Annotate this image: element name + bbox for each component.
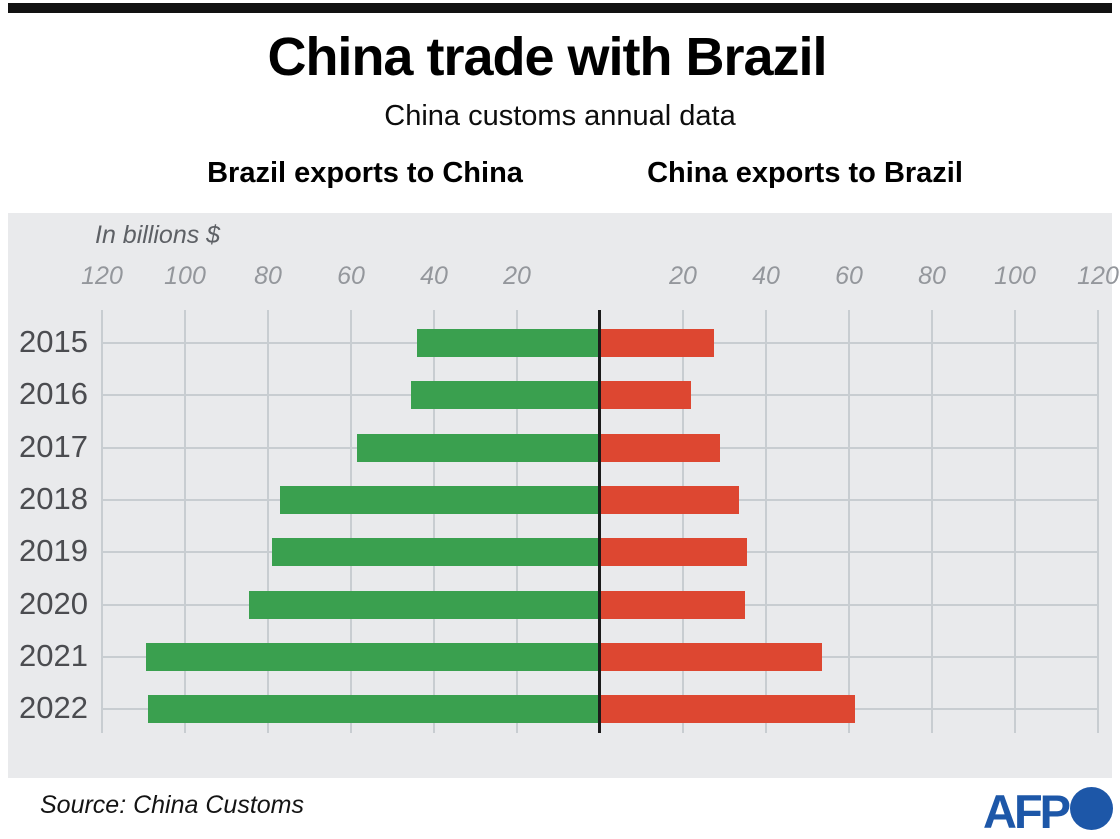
chart-subtitle: China customs annual data xyxy=(384,100,736,132)
axis-tick-label: 100 xyxy=(164,262,206,290)
chart-title: China trade with Brazil xyxy=(267,27,827,87)
afp-logo-circle-icon xyxy=(1070,787,1113,830)
vertical-gridline xyxy=(101,310,103,733)
top-accent-bar xyxy=(8,3,1112,13)
vertical-gridline xyxy=(267,310,269,733)
year-label: 2017 xyxy=(19,428,88,464)
bar-china-exports-2017 xyxy=(600,433,721,462)
afp-logo-text: AFP xyxy=(983,785,1071,838)
axis-tick-label: 120 xyxy=(1077,262,1119,290)
axis-tick-label: 40 xyxy=(420,262,448,290)
bar-brazil-exports-2020 xyxy=(249,590,600,619)
vertical-gridline xyxy=(516,310,518,733)
axis-units-label: In billions $ xyxy=(95,221,221,249)
bar-china-exports-2021 xyxy=(600,642,823,671)
vertical-gridline xyxy=(931,310,933,733)
bar-brazil-exports-2019 xyxy=(272,538,600,567)
bar-china-exports-2020 xyxy=(600,590,746,619)
bar-china-exports-2018 xyxy=(600,485,740,514)
vertical-gridline xyxy=(848,310,850,733)
bar-china-exports-2015 xyxy=(600,329,715,357)
year-label: 2021 xyxy=(19,637,88,673)
bar-china-exports-2019 xyxy=(600,538,748,567)
year-label: 2016 xyxy=(19,376,88,412)
bar-brazil-exports-2017 xyxy=(357,433,600,462)
source-text: Source: China Customs xyxy=(40,791,305,819)
bar-brazil-exports-2022 xyxy=(147,695,600,724)
axis-tick-label: 40 xyxy=(752,262,780,290)
axis-tick-label: 80 xyxy=(254,262,282,290)
axis-tick-label: 60 xyxy=(835,262,863,290)
axis-tick-label: 120 xyxy=(81,262,123,290)
year-label: 2022 xyxy=(19,690,88,726)
axis-tick-label: 20 xyxy=(503,262,531,290)
vertical-gridline xyxy=(1014,310,1016,733)
vertical-gridline xyxy=(765,310,767,733)
bar-china-exports-2022 xyxy=(600,695,856,724)
year-label: 2018 xyxy=(19,480,88,516)
vertical-gridline xyxy=(1097,310,1099,733)
vertical-gridline xyxy=(184,310,186,733)
bar-brazil-exports-2018 xyxy=(280,485,600,514)
vertical-gridline xyxy=(682,310,684,733)
axis-tick-label: 100 xyxy=(994,262,1036,290)
left-series-heading: Brazil exports to China xyxy=(207,157,523,189)
center-axis-line xyxy=(598,310,601,733)
bar-china-exports-2016 xyxy=(600,381,692,410)
year-label: 2015 xyxy=(19,324,88,359)
axis-tick-label: 80 xyxy=(918,262,946,290)
bar-brazil-exports-2021 xyxy=(145,642,600,671)
year-label: 2019 xyxy=(19,533,88,569)
vertical-gridline xyxy=(433,310,435,733)
vertical-gridline xyxy=(350,310,352,733)
axis-tick-label: 20 xyxy=(669,262,697,290)
year-label: 2020 xyxy=(19,585,88,621)
axis-tick-label: 60 xyxy=(337,262,365,290)
bar-brazil-exports-2016 xyxy=(411,381,600,410)
right-series-heading: China exports to Brazil xyxy=(647,157,963,189)
bar-brazil-exports-2015 xyxy=(417,329,600,357)
